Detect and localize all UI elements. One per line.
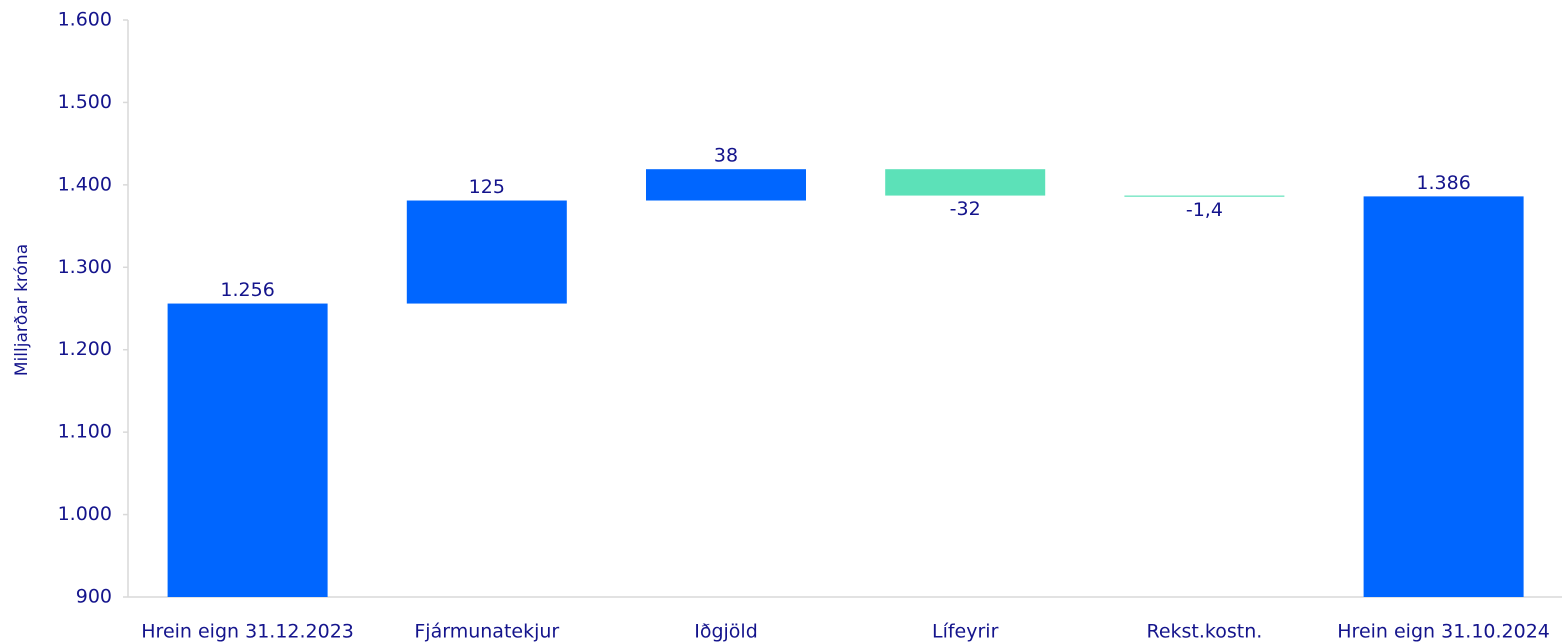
data-label: 38 <box>714 145 738 167</box>
x-tick-label: Hrein eign 31.10.2024 <box>1337 621 1550 643</box>
y-tick-label: 1.600 <box>58 9 112 31</box>
x-tick-label: Hrein eign 31.12.2023 <box>141 621 354 643</box>
data-label: 1.256 <box>220 279 274 301</box>
y-tick-label: 1.100 <box>58 421 112 443</box>
y-tick-label: 1.000 <box>58 503 112 525</box>
bar <box>406 200 567 304</box>
y-tick-label: 1.500 <box>58 91 112 113</box>
y-tick-label: 1.300 <box>58 256 112 278</box>
bar <box>1363 196 1524 597</box>
x-tick-label: Fjármunatekjur <box>414 621 559 643</box>
bar <box>885 169 1046 196</box>
bar <box>1124 195 1285 197</box>
x-tick-label: Lífeyrir <box>932 621 999 643</box>
y-tick-label: 900 <box>76 586 112 608</box>
y-axis-label: Milljarðar króna <box>12 244 32 376</box>
y-tick-label: 1.200 <box>58 338 112 360</box>
data-label: 1.386 <box>1416 172 1470 194</box>
data-label: -1,4 <box>1186 199 1223 221</box>
bar <box>167 303 328 597</box>
y-tick-label: 1.400 <box>58 173 112 195</box>
bar <box>646 169 806 201</box>
data-label: -32 <box>950 198 981 220</box>
x-tick-label: Iðgjöld <box>694 621 758 643</box>
data-label: 125 <box>469 176 505 198</box>
x-tick-label: Rekst.kostn. <box>1146 621 1262 643</box>
